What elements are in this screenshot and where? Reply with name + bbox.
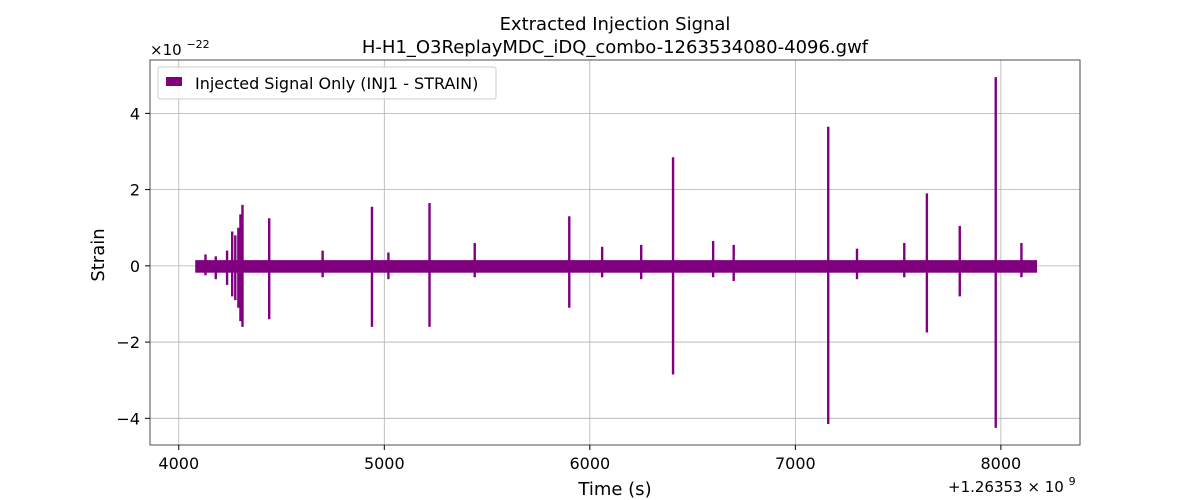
y-scale-power: −22 (186, 38, 209, 51)
x-offset-power: 9 (1069, 475, 1076, 488)
x-tick-label: 6000 (569, 454, 610, 473)
chart-subtitle: H-H1_O3ReplayMDC_iDQ_combo-1263534080-40… (362, 37, 869, 58)
x-tick-label: 8000 (981, 454, 1022, 473)
y-tick-label: −2 (116, 333, 140, 352)
x-offset-base: +1.26353 × 10 (948, 478, 1064, 496)
y-tick-label: −4 (116, 409, 140, 428)
x-axis-label: Time (s) (577, 479, 651, 500)
y-tick-label: 0 (130, 257, 140, 276)
legend: Injected Signal Only (INJ1 - STRAIN) (157, 66, 497, 100)
noise-band (195, 260, 1038, 273)
plot-area (195, 77, 1038, 428)
x-tick-label: 5000 (364, 454, 405, 473)
legend-label: Injected Signal Only (INJ1 - STRAIN) (195, 74, 478, 93)
grid (150, 60, 1080, 445)
x-tick-label: 4000 (158, 454, 199, 473)
axes-frame (149, 59, 1081, 446)
y-tick-label: 2 (130, 181, 140, 200)
x-tick-label: 7000 (775, 454, 816, 473)
y-scale-base: ×10 (150, 41, 182, 59)
tick-marks (145, 112, 1002, 450)
x-tick-labels: 4000 5000 6000 7000 8000 (158, 454, 1021, 473)
legend-swatch (166, 77, 182, 86)
y-tick-label: 4 (130, 104, 140, 123)
chart-title: Extracted Injection Signal (500, 14, 731, 35)
y-tick-labels: −4 −2 0 2 4 (116, 104, 140, 428)
y-scale-multiplier: ×10 −22 (150, 38, 210, 59)
y-axis-label: Strain (88, 228, 109, 281)
x-offset-label: +1.26353 × 10 9 (948, 475, 1076, 496)
legend-box (157, 66, 497, 100)
